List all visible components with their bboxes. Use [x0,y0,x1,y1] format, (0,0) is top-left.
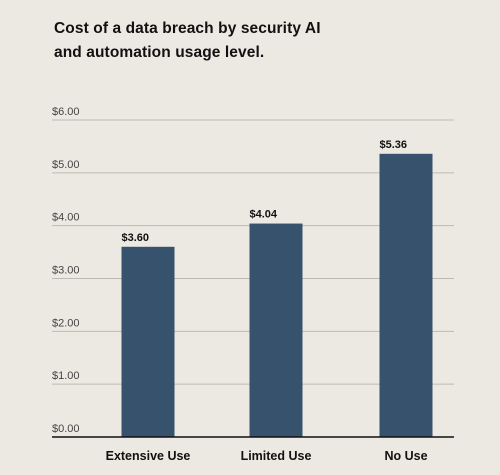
y-tick-label: $0.00 [52,423,80,435]
y-tick-label: $1.00 [52,370,80,382]
y-tick-label: $4.00 [52,212,80,224]
x-tick-label: No Use [384,449,427,463]
y-tick-label: $5.00 [52,159,80,171]
y-tick-label: $6.00 [52,106,80,118]
bar [379,153,433,437]
chart-title: Cost of a data breach by security AI and… [54,17,474,65]
chart-title-line-2: and automation usage level. [54,44,265,61]
data-label: $4.04 [250,209,278,221]
chart-title-line-1: Cost of a data breach by security AI [54,20,321,37]
data-label: $5.36 [380,139,408,151]
y-tick-label: $3.00 [52,265,80,277]
bar [121,246,175,437]
x-tick-label: Limited Use [241,449,312,463]
data-label: $3.60 [122,232,150,244]
x-tick-label: Extensive Use [106,449,191,463]
y-tick-label: $2.00 [52,317,80,329]
bar [249,223,303,437]
